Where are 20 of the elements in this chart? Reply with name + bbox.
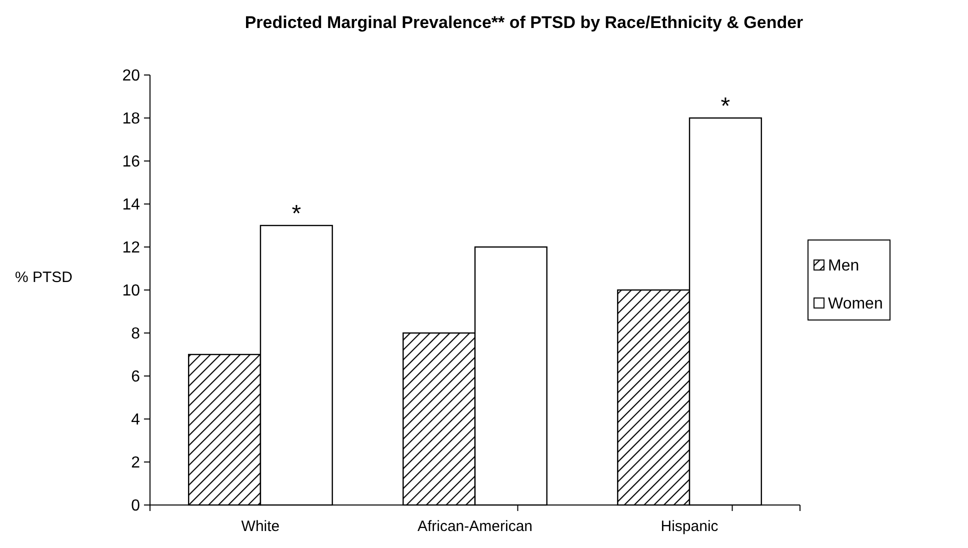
chart-title: Predicted Marginal Prevalence** of PTSD by Race/Ethnicity & Gender <box>244 13 804 32</box>
y-tick-label: 10 <box>122 282 140 300</box>
legend-label: Men <box>828 258 860 275</box>
y-tick-label: 16 <box>122 154 140 171</box>
x-tick-label: Hispanic <box>660 518 719 535</box>
y-axis-title: % PTSD <box>15 269 73 286</box>
y-tick-label: 0 <box>131 498 140 515</box>
y-tick-label: 12 <box>122 240 140 257</box>
y-tick-label: 14 <box>122 196 140 214</box>
y-tick-label: 4 <box>131 412 140 429</box>
legend-label: Women <box>828 296 883 313</box>
y-tick-label: 6 <box>131 368 140 386</box>
annotation: * <box>292 200 302 228</box>
annotation: * <box>720 93 730 120</box>
y-tick-label: 18 <box>122 110 140 128</box>
x-tick-label: White <box>241 518 280 535</box>
y-tick-label: 20 <box>122 68 140 85</box>
y-tick-label: 2 <box>131 454 140 472</box>
x-tick-label: African-American <box>417 518 533 535</box>
y-tick-label: 8 <box>131 326 140 343</box>
